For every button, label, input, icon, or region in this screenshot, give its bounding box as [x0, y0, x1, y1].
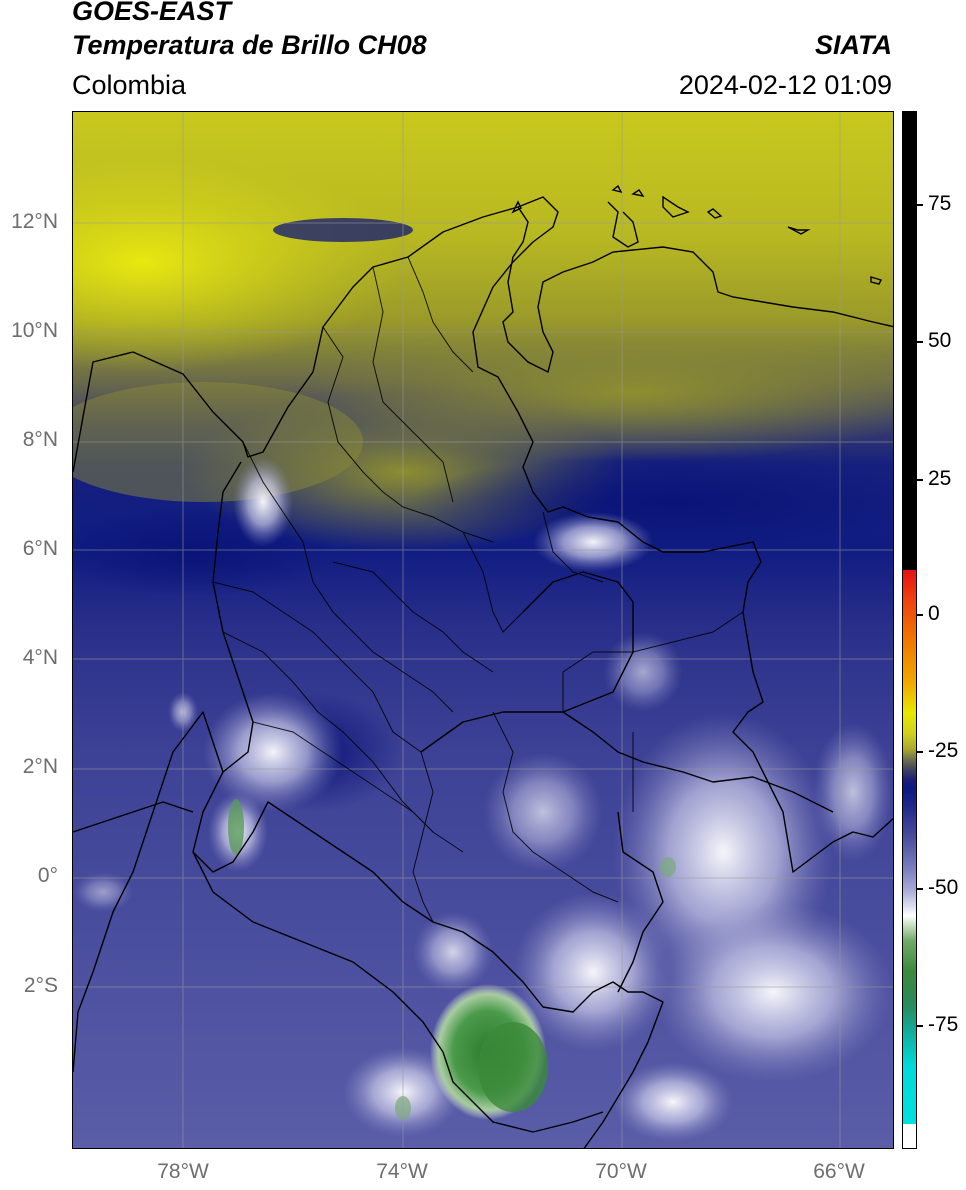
graticule — [73, 112, 893, 1148]
region-label: Colombia — [72, 70, 187, 100]
agency-label: SIATA — [815, 30, 892, 60]
colorbar-label-75: 75 — [928, 192, 952, 215]
colorbar-label-25: 25 — [928, 467, 952, 490]
colorbar-tick-m75 — [917, 1025, 923, 1027]
lat-label-2s: 2°S — [23, 974, 58, 997]
colorbar-label-m50: -50 — [928, 876, 959, 899]
coastlines — [502, 184, 893, 374]
lon-label-70w: 70°W — [595, 1160, 647, 1183]
map-imagery — [73, 112, 893, 1148]
colorbar-tick-25 — [917, 479, 923, 481]
product-title: Temperatura de Brillo CH08 — [72, 30, 427, 60]
lat-label-2n: 2°N — [22, 755, 58, 778]
lat-label-8n: 8°N — [22, 428, 58, 451]
colorbar-label-50: 50 — [928, 329, 952, 352]
satellite-map[interactable] — [72, 111, 894, 1149]
colorbar-tick-m50 — [917, 888, 923, 890]
colorbar-tick-50 — [917, 341, 923, 343]
lat-label-6n: 6°N — [22, 537, 58, 560]
department-borders — [212, 256, 744, 923]
country-borders — [73, 196, 893, 1148]
lon-label-66w: 66°W — [813, 1160, 865, 1183]
colorbar-tick-75 — [917, 204, 923, 206]
lat-label-0: 0° — [37, 864, 58, 887]
lat-label-12n: 12°N — [11, 210, 58, 233]
lat-label-4n: 4°N — [22, 646, 58, 669]
colorbar — [902, 111, 917, 1149]
lon-label-74w: 74°W — [376, 1160, 428, 1183]
colorbar-tick-0 — [917, 614, 923, 616]
colorbar-label-0: 0 — [928, 602, 940, 625]
colorbar-tick-m25 — [917, 751, 923, 753]
colorbar-label-m25: -25 — [928, 739, 959, 762]
satellite-title: GOES-EAST — [72, 0, 232, 26]
lon-label-78w: 78°W — [157, 1160, 209, 1183]
datetime-label: 2024-02-12 01:09 — [678, 70, 892, 100]
lat-label-10n: 10°N — [11, 319, 58, 342]
colorbar-label-m75: -75 — [928, 1013, 959, 1036]
